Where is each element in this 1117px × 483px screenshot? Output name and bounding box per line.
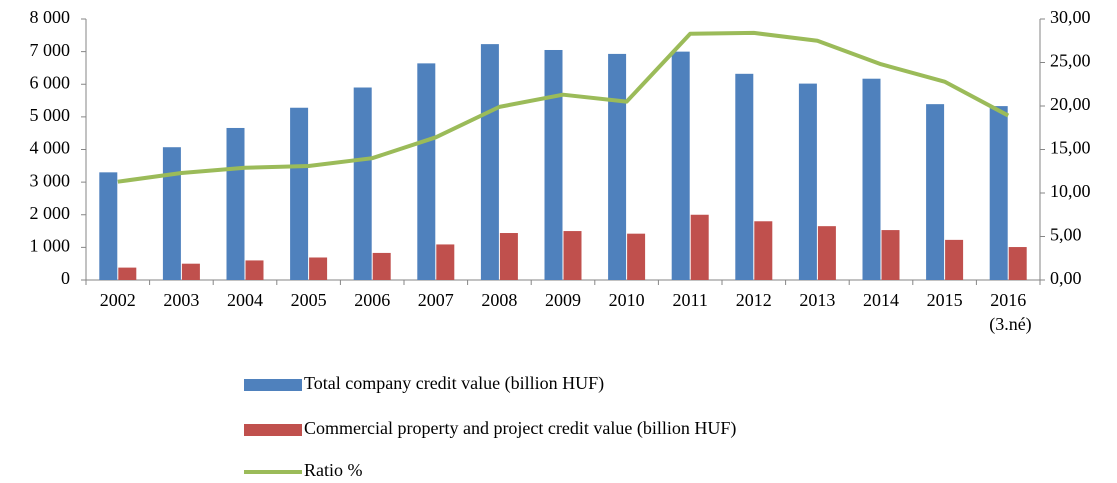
- x-tick-label: 2014: [863, 290, 899, 310]
- y2-tick-label: 5,00: [1050, 225, 1082, 245]
- bar: [945, 239, 964, 280]
- bar: [798, 83, 817, 280]
- bar: [563, 231, 582, 280]
- legend-swatch: [244, 424, 302, 436]
- legend-label: Commercial property and project credit v…: [304, 418, 736, 439]
- bar: [499, 233, 518, 280]
- y2-tick-label: 15,00: [1050, 138, 1091, 158]
- x-tick-label: 2015: [927, 290, 963, 310]
- y-tick-label: 0: [61, 268, 70, 288]
- bar: [754, 221, 773, 280]
- bar: [671, 51, 690, 280]
- y-tick-label: 1 000: [30, 236, 71, 256]
- x-tick-label: 2012: [736, 290, 772, 310]
- bar: [862, 78, 881, 280]
- y-tick-label: 7 000: [30, 40, 71, 60]
- bar: [118, 267, 137, 280]
- bar: [353, 87, 372, 280]
- legend-swatch: [244, 379, 302, 391]
- bar: [735, 73, 754, 280]
- x-tick-label: 2008: [481, 290, 517, 310]
- bar: [627, 233, 646, 280]
- y2-tick-label: 20,00: [1050, 94, 1091, 114]
- bar: [1008, 247, 1027, 280]
- x-tick-label: 2011: [673, 290, 708, 310]
- legend-label: Total company credit value (billion HUF): [304, 373, 604, 394]
- y2-tick-label: 30,00: [1050, 7, 1091, 27]
- y2-tick-label: 0,00: [1050, 268, 1082, 288]
- bar: [245, 260, 264, 280]
- x-tick-label: 2006: [354, 290, 390, 310]
- y2-tick-label: 25,00: [1050, 51, 1091, 71]
- legend-label: Ratio %: [304, 460, 363, 480]
- bar: [372, 252, 391, 280]
- x-tick-label: 2013: [799, 290, 835, 310]
- bar: [690, 214, 709, 280]
- y-tick-label: 4 000: [30, 138, 71, 158]
- bar: [544, 49, 563, 281]
- bar: [417, 63, 436, 281]
- bar: [989, 106, 1008, 280]
- x-tick-label: 2007: [418, 290, 454, 310]
- y-tick-label: 8 000: [30, 7, 71, 27]
- bar: [181, 263, 200, 280]
- bar: [436, 244, 455, 280]
- y-tick-label: 5 000: [30, 105, 71, 125]
- x-tick-label: 2002: [100, 290, 136, 310]
- bar: [162, 147, 181, 280]
- bar: [881, 230, 900, 280]
- x-tick-label: 2016 (3.né): [985, 290, 1032, 335]
- bar: [99, 172, 118, 280]
- bar: [926, 104, 945, 281]
- y2-tick-label: 10,00: [1050, 181, 1091, 201]
- line-series: [117, 30, 1010, 184]
- bar: [226, 127, 245, 280]
- x-tick-label: 2003: [163, 290, 199, 310]
- x-tick-label: 2004: [227, 290, 263, 310]
- bar: [290, 107, 309, 281]
- x-tick-label: 2010: [609, 290, 645, 310]
- bar: [309, 257, 328, 280]
- x-tick-label: 2005: [291, 290, 327, 310]
- y-tick-label: 3 000: [30, 170, 71, 190]
- bar: [608, 53, 627, 280]
- x-tick-label: 2009: [545, 290, 581, 310]
- bar: [817, 226, 836, 280]
- y-tick-label: 6 000: [30, 72, 71, 92]
- bar: [480, 44, 499, 281]
- y-tick-label: 2 000: [30, 203, 71, 223]
